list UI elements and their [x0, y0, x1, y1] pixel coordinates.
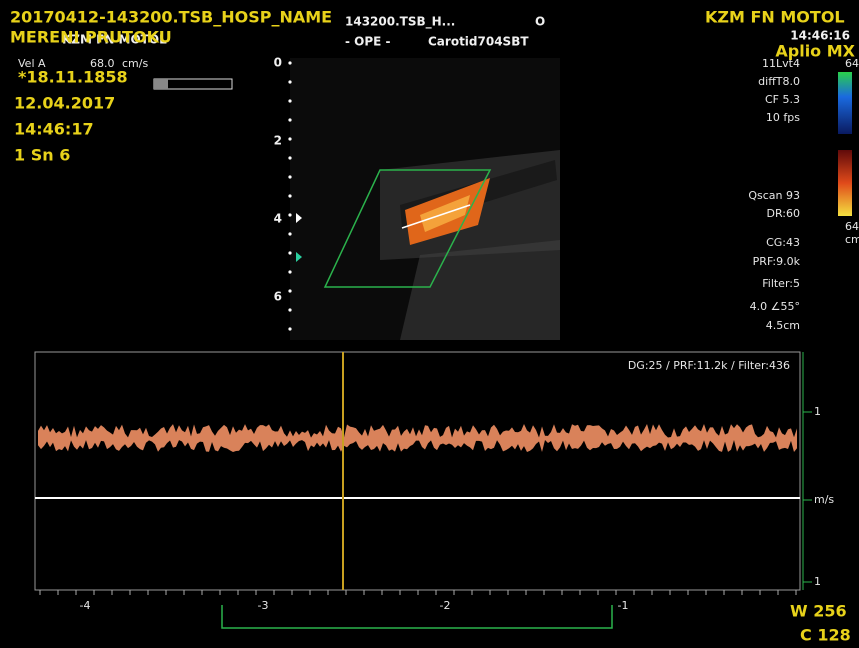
- depth-dot: [288, 137, 291, 140]
- color-scale-top: 64.9: [845, 57, 859, 70]
- date: 12.04.2017: [14, 94, 115, 113]
- parameter: 11Lvt4: [762, 57, 800, 70]
- depth-dot: [288, 270, 291, 273]
- site: KZM FN MOTOL: [705, 8, 845, 27]
- time-label: -3: [258, 599, 269, 612]
- parameter: CF 5.3: [765, 93, 800, 106]
- depth-dot: [288, 156, 291, 159]
- measurement-label: Vel A: [18, 57, 46, 70]
- depth-dot: [288, 175, 291, 178]
- preset: Carotid704SBT: [428, 35, 529, 49]
- color-scale-unit: cm/s: [845, 233, 859, 246]
- page: {"header": {"file_id": "20170412-143200.…: [0, 0, 859, 648]
- depth-dot: [288, 289, 291, 292]
- time-label: -4: [80, 599, 91, 612]
- birth-date: *18.11.1858: [18, 68, 128, 87]
- spectral-frame: [35, 352, 800, 590]
- depth-label: 0: [274, 56, 282, 70]
- parameter: diffT8.0: [758, 75, 800, 88]
- time-label: -1: [618, 599, 629, 612]
- velocity-label: 1: [814, 405, 821, 418]
- parameter: DR:60: [767, 207, 800, 220]
- parameter: 4.0 ∠55°: [750, 300, 800, 313]
- depth-dot: [288, 308, 291, 311]
- parameter: 10 fps: [766, 111, 800, 124]
- vel-box-fill: [154, 79, 168, 89]
- velocity-label: m/s: [814, 493, 834, 506]
- velocity-label: 1: [814, 575, 821, 588]
- window-center: C 128: [800, 626, 851, 645]
- clock: 14:46:16: [790, 29, 850, 43]
- file-id: 20170412-143200.TSB_HOSP_NAME: [10, 8, 332, 27]
- color-scale-bottom: 64.9: [845, 220, 859, 233]
- window-width: W 256: [790, 602, 847, 621]
- ultrasound-screen: 20170412-143200.TSB_HOSP_NAME KZM FN MOTO…: [0, 0, 859, 648]
- time-label: -2: [440, 599, 451, 612]
- parameter: Qscan 93: [748, 189, 800, 202]
- parameter: Filter:5: [762, 277, 800, 290]
- sn: 1 Sn 6: [14, 146, 70, 165]
- depth-dot: [288, 80, 291, 83]
- parameter: PRF:9.0k: [753, 255, 801, 268]
- time: 14:46:17: [14, 120, 94, 139]
- measurement-value: 68.0: [90, 57, 115, 70]
- depth-label: 6: [274, 290, 282, 304]
- color-bar-positive: [838, 150, 852, 216]
- operator: - OPE -: [345, 35, 391, 49]
- depth-dot: [288, 118, 291, 121]
- depth-dot: [288, 99, 291, 102]
- depth-dot: [288, 232, 291, 235]
- marker: O: [535, 15, 545, 29]
- depth-dot: [288, 194, 291, 197]
- study: MERENI PRUTOKU: [10, 28, 172, 47]
- measurement-unit: cm/s: [122, 57, 148, 70]
- parameter: CG:43: [766, 236, 800, 249]
- color-bar-negative: [838, 72, 852, 134]
- depth-dot: [288, 251, 291, 254]
- depth-dot: [288, 327, 291, 330]
- parameter: 4.5cm: [766, 319, 800, 332]
- depth-label: 4: [274, 212, 282, 226]
- file-short: 143200.TSB_H...: [345, 15, 455, 30]
- depth-label: 2: [274, 134, 282, 148]
- depth-dot: [288, 213, 291, 216]
- spectral-settings: DG:25 / PRF:11.2k / Filter:436: [628, 359, 790, 372]
- tissue: [400, 240, 560, 340]
- depth-dot: [288, 61, 291, 64]
